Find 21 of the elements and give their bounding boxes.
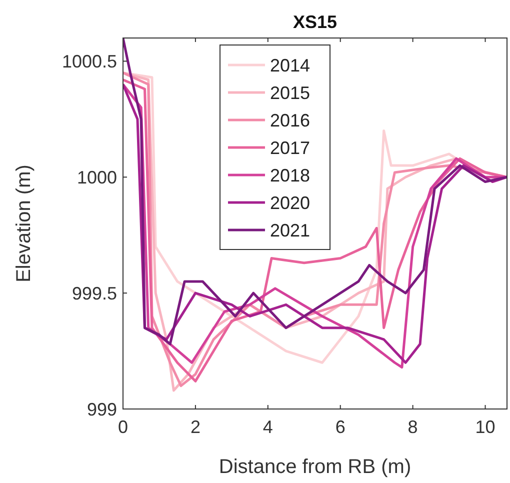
legend-label: 2017 <box>270 138 310 158</box>
y-tick-label: 1000.5 <box>62 51 117 72</box>
x-axis-title: Distance from RB (m) <box>218 456 412 478</box>
legend-label: 2018 <box>270 165 310 186</box>
legend-label: 2015 <box>270 82 310 103</box>
x-tick-label: 8 <box>408 417 418 437</box>
y-axis-title: Elevation (m) <box>13 164 35 282</box>
chart-title: XS15 <box>292 12 338 32</box>
x-tick-label: 6 <box>335 417 346 437</box>
x-tick-label: 2 <box>190 417 200 437</box>
y-tick-label: 999 <box>86 399 117 420</box>
x-tick-label: 4 <box>262 417 273 437</box>
legend-label: 2016 <box>270 110 310 130</box>
x-tick-label: 10 <box>475 417 496 437</box>
y-tick-label: 999.5 <box>72 283 117 304</box>
legend-label: 2021 <box>270 220 310 240</box>
legend-label: 2020 <box>270 192 310 213</box>
line-series <box>123 38 507 346</box>
x-tick-label: 0 <box>118 417 128 437</box>
y-tick-label: 1000 <box>76 167 117 188</box>
legend-label: 2014 <box>270 55 310 76</box>
